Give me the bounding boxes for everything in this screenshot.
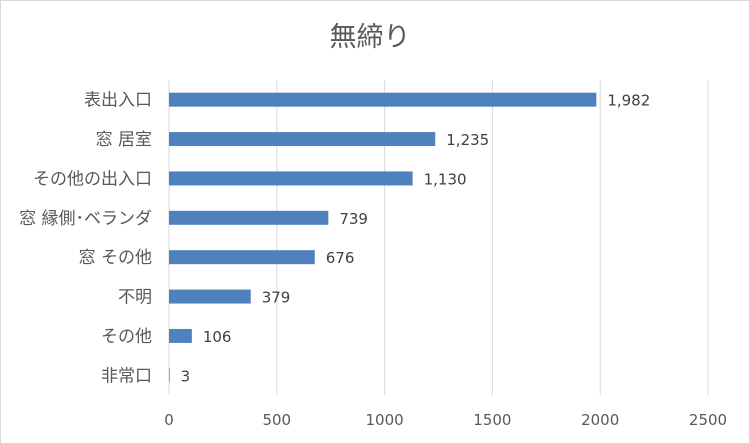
x-tick-label: 1500 [473,411,511,429]
x-tick-label: 1000 [366,411,404,429]
category-label: 非常口 [101,366,152,386]
data-label: 676 [326,249,355,267]
bar-7 [169,368,170,383]
data-label: 739 [339,210,368,228]
x-tick-label: 2500 [689,411,727,429]
data-label: 106 [203,328,232,346]
bars [169,92,597,383]
bar-2 [169,171,413,186]
bar-4 [169,250,315,265]
category-label: 窓 その他 [79,248,152,268]
x-tick-label: 500 [262,411,291,429]
bar-6 [169,328,192,343]
data-label: 379 [262,289,291,307]
category-label: 不明 [118,288,152,308]
bar-1 [169,132,436,147]
data-label: 1,235 [446,131,489,149]
grid-lines [168,80,709,395]
chart-title: 無締り [330,22,411,53]
data-labels: 1,982 1,235 1,130 739 676 379 106 3 [181,92,651,386]
bar-3 [169,210,329,225]
bar-0 [169,92,597,107]
x-tick-label: 2000 [581,411,619,429]
x-tick-label: 0 [164,411,174,429]
data-label: 1,130 [424,170,467,188]
category-label: 表出入口 [84,91,152,111]
data-label: 3 [181,367,191,385]
x-tick-labels: 0 500 1000 1500 2000 2500 [164,411,727,429]
category-label: 窓 居室 [96,130,152,150]
category-label: その他 [101,327,152,347]
category-label: その他の出入口 [33,169,152,189]
bar-5 [169,289,251,304]
category-label: 窓 縁側･ベランダ [19,209,152,229]
data-label: 1,982 [607,92,650,110]
